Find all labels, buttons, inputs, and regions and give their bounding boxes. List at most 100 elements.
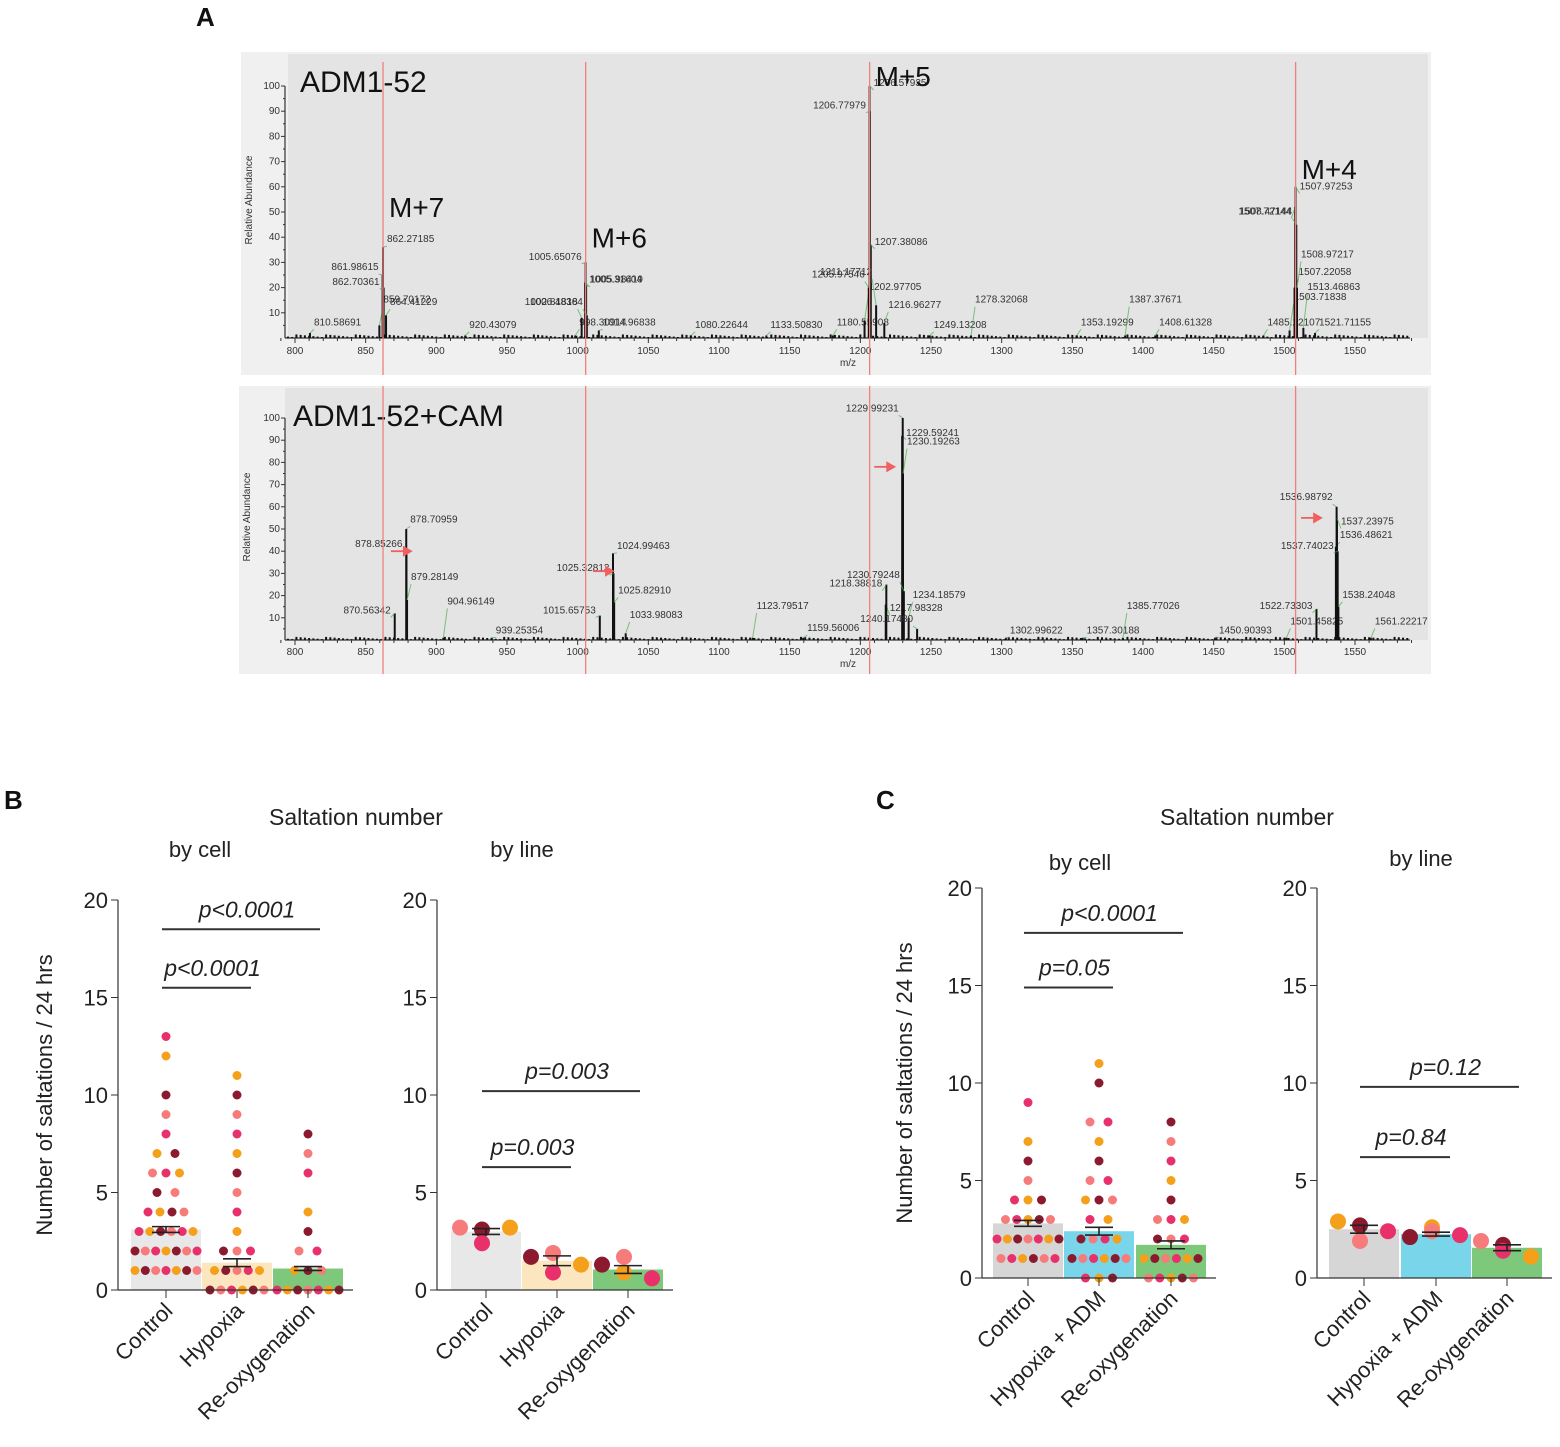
data-point	[167, 1207, 177, 1217]
peak-leader	[902, 448, 908, 474]
data-point	[219, 1246, 228, 1256]
category-label: Control	[110, 1298, 178, 1366]
peak-leader	[577, 309, 583, 319]
peak-label: 1005.65076	[529, 252, 582, 263]
y-tick-label: 80	[269, 131, 281, 142]
data-point	[594, 1256, 610, 1273]
x-tick-label: 1150	[779, 647, 801, 658]
y-tick-label: 10	[948, 1071, 972, 1096]
peak-label: 1024.99463	[617, 541, 670, 552]
data-point	[182, 1246, 192, 1256]
data-point	[161, 1051, 171, 1061]
x-tick-label: 800	[287, 346, 304, 357]
y-tick-label: 5	[960, 1169, 972, 1194]
data-point	[573, 1256, 589, 1273]
y-tick-label: 40	[269, 546, 281, 557]
x-tick-label: 1450	[1203, 647, 1226, 658]
y-tick-label: 5	[415, 1181, 427, 1206]
data-point	[1182, 1254, 1192, 1263]
x-tick-label: 1150	[779, 346, 801, 357]
y-tick-label: 10	[269, 613, 281, 624]
y-tick-label: 60	[269, 182, 281, 193]
panel-label-b: B	[4, 785, 23, 815]
data-point	[303, 1207, 313, 1217]
y-tick-label: 50	[269, 207, 281, 218]
data-point	[1023, 1098, 1033, 1107]
data-point	[161, 1246, 171, 1256]
peak-label: 1234.18579	[913, 590, 966, 601]
y-tick-label: 20	[84, 888, 108, 913]
data-point	[155, 1207, 165, 1217]
data-point	[1037, 1195, 1046, 1205]
data-point	[996, 1254, 1006, 1263]
data-point	[1033, 1234, 1043, 1244]
peak-leader	[581, 261, 586, 265]
x-tick-label: 1000	[567, 647, 590, 658]
data-point	[1110, 1254, 1120, 1263]
peak-leader	[1337, 601, 1343, 608]
peak-leader	[912, 625, 918, 630]
data-point	[161, 1032, 171, 1041]
peak-leader	[464, 331, 470, 336]
peak-leader	[405, 525, 411, 530]
peak-label: 1133.50830	[770, 320, 823, 331]
data-point	[130, 1246, 140, 1256]
data-point	[1100, 1234, 1110, 1244]
peak-leader	[870, 244, 876, 250]
bar-re-oxygenation	[1136, 1244, 1206, 1278]
y-tick-label: 0	[96, 1278, 108, 1303]
peak-label: 1217.98328	[890, 603, 943, 614]
p-value-label: p=0.12	[1409, 1054, 1481, 1080]
peak-leader	[970, 306, 976, 336]
data-point	[1452, 1227, 1468, 1244]
data-point	[1013, 1234, 1023, 1244]
x-axis-label: m/z	[840, 659, 856, 670]
category-label: Control	[1308, 1286, 1376, 1354]
peak-label: 879.28149	[411, 572, 459, 583]
p-value-label: p<0.0001	[1060, 900, 1158, 926]
peak-label: 1205.97546	[812, 270, 865, 281]
x-tick-label: 1350	[1061, 647, 1084, 658]
peak-label: 1450.90393	[1219, 625, 1272, 636]
x-tick-label: 1350	[1061, 346, 1084, 357]
y-tick-label: 5	[1295, 1169, 1307, 1194]
y-axis-label: Number of saltations / 24 hrs	[892, 942, 917, 1223]
peak-label: 1408.61328	[1159, 317, 1212, 328]
y-tick-label: 5	[96, 1181, 108, 1206]
peak-leader	[613, 597, 619, 603]
data-point	[1039, 1254, 1049, 1263]
y-tick-label: 90	[269, 435, 281, 446]
data-point	[303, 1129, 313, 1139]
peak-label: 1014.96838	[603, 317, 656, 328]
data-point	[192, 1266, 202, 1275]
peak-label: 1230.79248	[847, 570, 900, 581]
peak-leader	[1332, 503, 1337, 508]
peak-label: 1159.56006	[807, 623, 860, 634]
peak-label: 862.70361	[332, 277, 380, 288]
spectrum-plot-area	[285, 388, 1428, 640]
data-point	[1103, 1215, 1113, 1224]
x-tick-label: 1050	[637, 647, 660, 658]
data-point	[1088, 1234, 1098, 1244]
x-tick-label: 1250	[920, 346, 943, 357]
data-point	[1050, 1254, 1060, 1263]
x-tick-label: 950	[499, 647, 516, 658]
data-point	[130, 1266, 140, 1275]
data-point	[161, 1090, 171, 1100]
peak-leader	[1314, 329, 1320, 334]
data-point	[1044, 1234, 1054, 1244]
data-point	[1023, 1234, 1033, 1244]
p-value-label: p=0.003	[524, 1058, 609, 1084]
data-point	[1166, 1195, 1176, 1205]
data-point	[523, 1248, 539, 1265]
data-point	[1166, 1156, 1176, 1166]
peak-label: 1206.77979	[813, 101, 866, 112]
data-point	[1473, 1232, 1489, 1249]
data-point	[188, 1227, 198, 1236]
x-tick-label: 1450	[1203, 346, 1226, 357]
spectrum-plot-area	[288, 54, 1428, 338]
peak-label: 859.70172	[383, 295, 431, 306]
p-value-label: p=0.003	[490, 1134, 575, 1160]
y-tick-label: 20	[269, 591, 281, 602]
data-point	[1094, 1059, 1104, 1068]
